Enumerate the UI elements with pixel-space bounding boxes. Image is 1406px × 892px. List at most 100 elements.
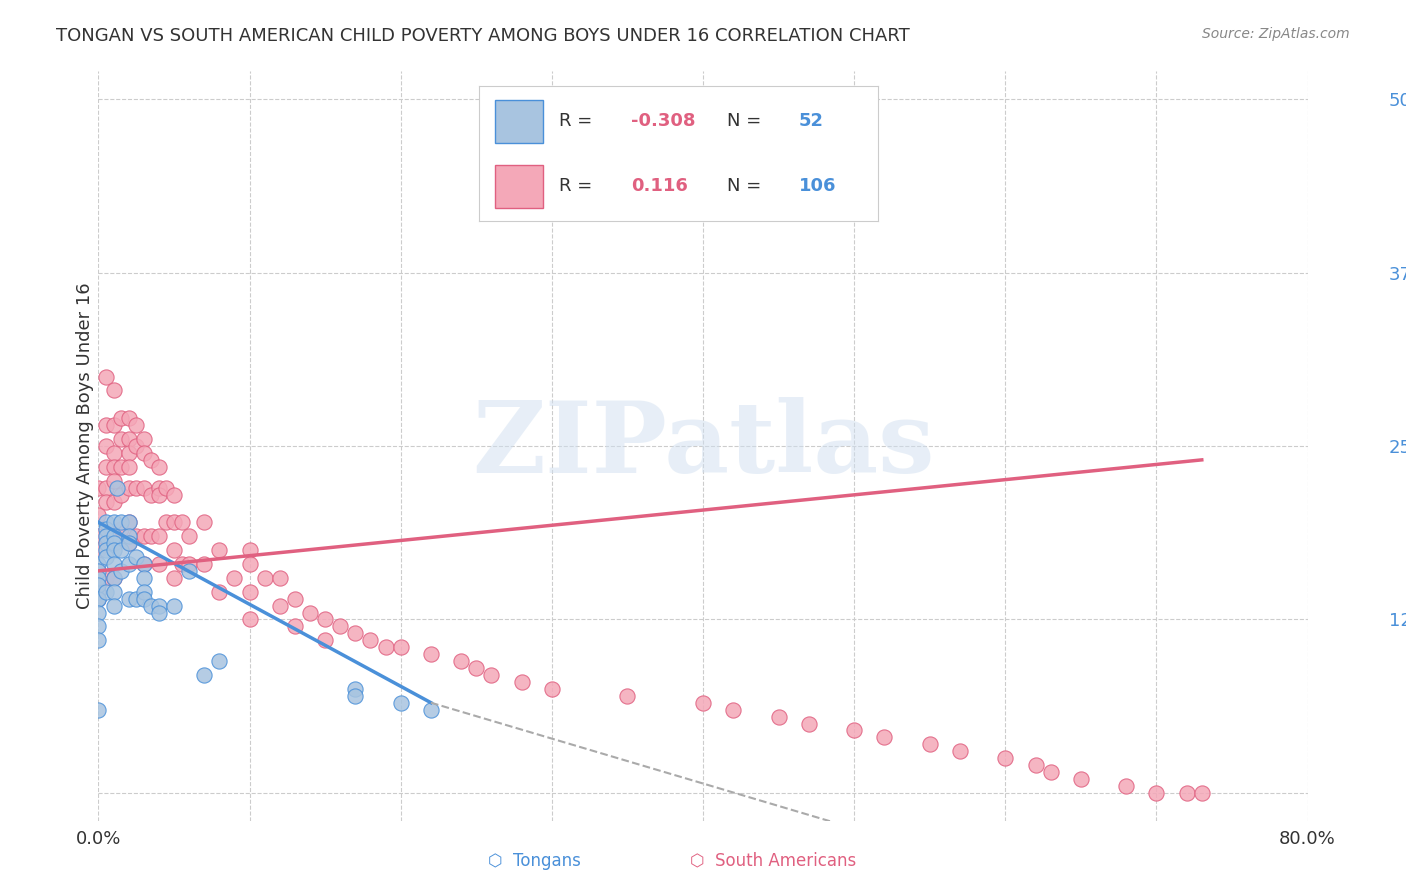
Point bbox=[148, 481, 170, 495]
Point bbox=[125, 418, 148, 433]
Point bbox=[94, 522, 117, 536]
Point bbox=[110, 516, 132, 530]
Point bbox=[141, 529, 163, 543]
Point bbox=[87, 578, 110, 592]
Point bbox=[118, 529, 141, 543]
Point bbox=[148, 487, 170, 501]
Point bbox=[94, 494, 117, 508]
Point bbox=[132, 481, 155, 495]
Point bbox=[1070, 772, 1092, 786]
Point bbox=[87, 633, 110, 648]
Point bbox=[87, 591, 110, 606]
Point bbox=[103, 571, 125, 585]
Point bbox=[87, 591, 110, 606]
Point bbox=[118, 516, 141, 530]
Point bbox=[125, 529, 148, 543]
Point bbox=[110, 564, 132, 578]
Point bbox=[87, 578, 110, 592]
Point bbox=[103, 494, 125, 508]
Point bbox=[193, 557, 215, 571]
Text: TONGAN VS SOUTH AMERICAN CHILD POVERTY AMONG BOYS UNDER 16 CORRELATION CHART: TONGAN VS SOUTH AMERICAN CHILD POVERTY A… bbox=[56, 27, 910, 45]
Point bbox=[481, 668, 503, 682]
Point bbox=[299, 606, 322, 620]
Point bbox=[103, 536, 125, 550]
Point bbox=[239, 557, 262, 571]
Point bbox=[103, 474, 125, 488]
Point bbox=[360, 633, 382, 648]
Point bbox=[193, 668, 215, 682]
Point bbox=[344, 681, 367, 696]
Point bbox=[163, 543, 186, 558]
Point bbox=[208, 543, 231, 558]
Point bbox=[616, 689, 638, 703]
Text: ⬡  Tongans: ⬡ Tongans bbox=[488, 852, 581, 870]
Point bbox=[103, 516, 125, 530]
Point bbox=[94, 543, 117, 558]
Point bbox=[344, 626, 367, 640]
Point bbox=[87, 481, 110, 495]
Point bbox=[87, 564, 110, 578]
Point bbox=[87, 606, 110, 620]
Point bbox=[118, 536, 141, 550]
Point bbox=[132, 591, 155, 606]
Point bbox=[103, 529, 125, 543]
Point bbox=[284, 591, 307, 606]
Point bbox=[1039, 765, 1062, 780]
Point bbox=[141, 599, 163, 613]
Point bbox=[329, 619, 352, 633]
Point bbox=[125, 481, 148, 495]
Point bbox=[94, 549, 117, 564]
Point bbox=[141, 453, 163, 467]
Point bbox=[118, 516, 141, 530]
Point bbox=[1115, 779, 1137, 793]
Point bbox=[239, 543, 262, 558]
Point bbox=[389, 640, 412, 655]
Point bbox=[540, 681, 562, 696]
Point bbox=[87, 529, 110, 543]
Point bbox=[94, 536, 117, 550]
Point bbox=[125, 591, 148, 606]
Point bbox=[450, 654, 472, 668]
Point bbox=[103, 459, 125, 474]
Point bbox=[94, 516, 117, 530]
Point bbox=[132, 446, 155, 460]
Point bbox=[692, 696, 714, 710]
Point bbox=[110, 432, 132, 446]
Point bbox=[208, 654, 231, 668]
Point bbox=[177, 564, 201, 578]
Point bbox=[163, 571, 186, 585]
Point bbox=[132, 557, 155, 571]
Point bbox=[118, 446, 141, 460]
Point bbox=[132, 584, 155, 599]
Point bbox=[253, 571, 276, 585]
Point bbox=[94, 584, 117, 599]
Point bbox=[284, 619, 307, 633]
Point bbox=[1175, 786, 1198, 800]
Point bbox=[103, 557, 125, 571]
Point bbox=[87, 564, 110, 578]
Point bbox=[94, 481, 117, 495]
Point bbox=[949, 744, 972, 758]
Point bbox=[87, 619, 110, 633]
Text: Source: ZipAtlas.com: Source: ZipAtlas.com bbox=[1202, 27, 1350, 41]
Point bbox=[314, 612, 336, 626]
Point bbox=[148, 599, 170, 613]
Point bbox=[94, 459, 117, 474]
Point bbox=[105, 481, 128, 495]
Point bbox=[110, 543, 132, 558]
Point bbox=[125, 439, 148, 453]
Point bbox=[239, 584, 262, 599]
Point bbox=[510, 674, 533, 689]
Point bbox=[224, 571, 246, 585]
Point bbox=[118, 459, 141, 474]
Point bbox=[118, 591, 141, 606]
Point bbox=[87, 557, 110, 571]
Point bbox=[797, 716, 820, 731]
Point bbox=[132, 529, 155, 543]
Point bbox=[87, 591, 110, 606]
Point bbox=[1191, 786, 1213, 800]
Point bbox=[844, 723, 866, 738]
Point bbox=[148, 557, 170, 571]
Point bbox=[419, 703, 441, 717]
Point bbox=[118, 536, 141, 550]
